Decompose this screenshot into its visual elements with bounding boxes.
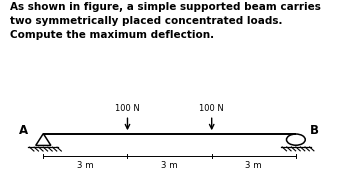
Text: 100 N: 100 N bbox=[199, 104, 224, 113]
Text: B: B bbox=[309, 124, 318, 137]
Text: 100 N: 100 N bbox=[115, 104, 140, 113]
Text: 3 m: 3 m bbox=[77, 161, 94, 170]
Text: As shown in figure, a simple supported beam carries
two symmetrically placed con: As shown in figure, a simple supported b… bbox=[10, 2, 321, 40]
Text: A: A bbox=[19, 124, 28, 137]
Text: 3 m: 3 m bbox=[161, 161, 178, 170]
Text: 3 m: 3 m bbox=[245, 161, 262, 170]
